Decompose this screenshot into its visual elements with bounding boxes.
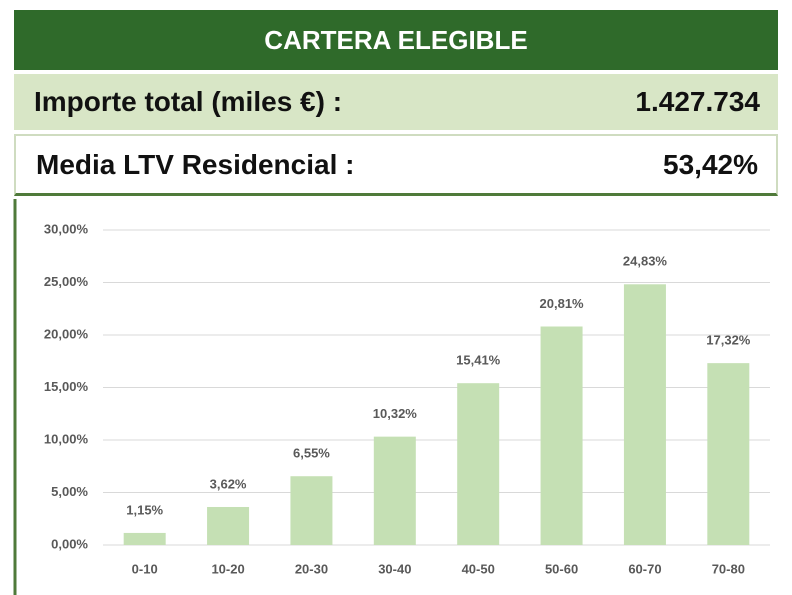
x-tick-label: 40-50 — [462, 561, 495, 576]
summary-value: 1.427.734 — [635, 86, 760, 117]
bar — [290, 476, 333, 545]
data-label: 15,41% — [456, 353, 501, 368]
x-tick-label: 50-60 — [545, 561, 578, 576]
data-label: 6,55% — [293, 446, 330, 461]
x-tick-label: 10-20 — [211, 561, 244, 576]
data-label: 10,32% — [373, 406, 418, 421]
x-tick-label: 30-40 — [378, 561, 411, 576]
x-tick-label: 0-10 — [132, 561, 158, 576]
data-label: 17,32% — [706, 333, 751, 348]
x-tick-label: 20-30 — [295, 561, 328, 576]
bar — [207, 506, 250, 545]
bar — [457, 383, 500, 545]
data-label: 3,62% — [210, 476, 247, 491]
y-tick-label: 10,00% — [44, 431, 89, 446]
header-title: CARTERA ELEGIBLE — [14, 10, 778, 70]
x-tick-label: 70-80 — [712, 561, 745, 576]
summary-label: Media LTV Residencial : — [36, 148, 355, 180]
summary-label: Importe total (miles €) : — [34, 86, 343, 117]
y-tick-label: 30,00% — [44, 221, 89, 236]
bar — [123, 532, 166, 545]
bar — [707, 363, 750, 545]
y-tick-label: 15,00% — [44, 379, 89, 394]
summary-row: Media LTV Residencial : 53,42% — [14, 134, 778, 196]
y-tick-label: 0,00% — [51, 536, 88, 551]
y-tick-label: 5,00% — [51, 484, 88, 499]
data-label: 1,15% — [126, 502, 163, 517]
y-tick-label: 25,00% — [44, 274, 89, 289]
data-label: 20,81% — [540, 296, 585, 311]
y-tick-label: 20,00% — [44, 326, 89, 341]
bar — [623, 284, 666, 545]
summary-row: Importe total (miles €) : 1.427.734 — [14, 74, 778, 130]
bar — [540, 326, 583, 545]
summary-value: 53,42% — [663, 148, 758, 180]
bar — [373, 436, 416, 545]
x-tick-label: 60-70 — [628, 561, 661, 576]
data-label: 24,83% — [623, 254, 668, 269]
